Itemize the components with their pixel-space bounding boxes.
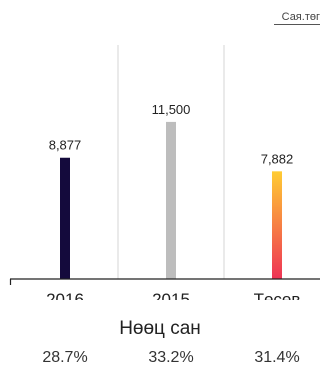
share-label-2015: 33.2% <box>148 349 194 366</box>
value-label: 11,500 <box>152 102 191 117</box>
bar-2015 <box>166 121 176 279</box>
share-label-budget: 31.4% <box>254 349 300 366</box>
x-tick-label: 2015 <box>152 290 190 300</box>
x-tick-label: Төсөв <box>254 290 301 300</box>
bar-chart: 8,877 11,500 7,882 2016 2015 Төсөв <box>9 45 320 300</box>
value-label: 7,882 <box>261 151 294 166</box>
x-tick-label: 2016 <box>46 290 84 300</box>
x-axis-title: Нөөц сан <box>119 318 201 339</box>
share-label-2016: 28.7% <box>42 349 88 366</box>
unit-label: Сая.төг <box>273 11 320 25</box>
value-label: 8,877 <box>49 138 82 153</box>
bar-budget <box>272 171 282 279</box>
bar-2016 <box>60 157 70 279</box>
